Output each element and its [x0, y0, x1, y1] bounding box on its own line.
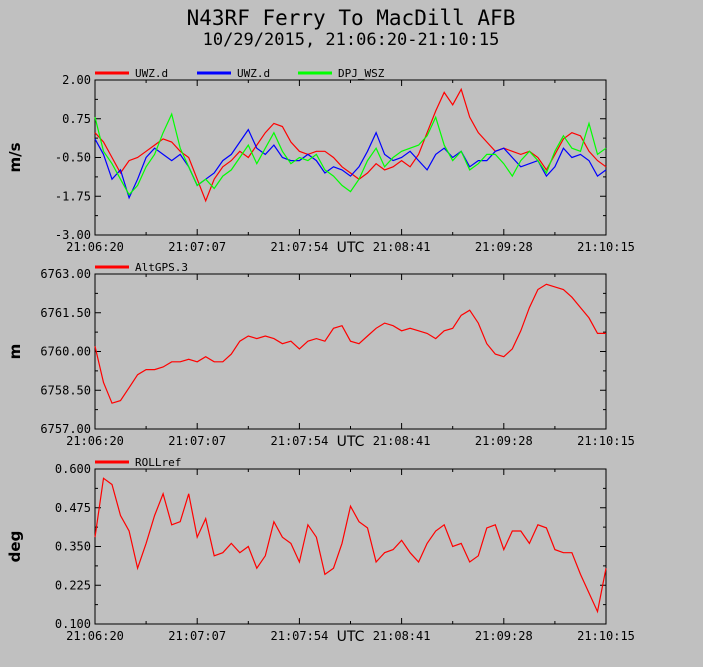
y-tick-label: 6763.00 — [40, 267, 91, 281]
plot-frame — [94, 79, 607, 236]
y-tick-label: 0.100 — [55, 617, 91, 631]
x-tick-label: 21:07:07 — [168, 629, 226, 643]
y-tick-label: -1.75 — [55, 189, 91, 203]
chart-subtitle: 10/29/2015, 21:06:20-21:10:15 — [203, 30, 500, 50]
chart-title: N43RF Ferry To MacDill AFB — [187, 6, 516, 30]
x-tick-label: 21:07:07 — [168, 240, 226, 254]
x-axis-label: UTC — [337, 434, 365, 450]
y-axis-label: m — [6, 344, 24, 360]
x-tick-label: 21:07:54 — [271, 240, 329, 254]
series-line — [94, 87, 607, 203]
x-tick-label: 21:10:15 — [577, 629, 635, 643]
y-tick-label: -0.50 — [55, 151, 91, 165]
y-tick-label: 0.350 — [55, 540, 91, 554]
legend-label: AltGPS.3 — [135, 261, 188, 274]
y-tick-label: 0.475 — [55, 501, 91, 515]
x-tick-label: 21:10:15 — [577, 434, 635, 448]
legend-label: DPJ_WSZ — [338, 67, 385, 80]
series-line — [94, 112, 607, 196]
x-tick-label: 21:09:28 — [475, 629, 533, 643]
series-line — [94, 477, 607, 614]
plot-frame — [94, 468, 607, 625]
legend-label: ROLLref — [135, 456, 181, 469]
y-tick-label: 6758.50 — [40, 383, 91, 397]
x-tick-label: 21:08:41 — [373, 434, 431, 448]
y-tick-label: 0.600 — [55, 462, 91, 476]
panel-2: 6763.00 6761.50 6760.00 6758.50 6757.0021:06… — [6, 261, 635, 450]
y-tick-label: 6757.00 — [40, 422, 91, 436]
y-tick-label: 2.00 — [62, 73, 91, 87]
legend-label: UWZ.d — [237, 67, 270, 80]
x-tick-label: 21:07:07 — [168, 434, 226, 448]
series-line — [94, 128, 607, 200]
series-line — [94, 283, 606, 404]
x-tick-label: 21:06:20 — [66, 240, 124, 254]
x-tick-label: 21:07:54 — [271, 629, 329, 643]
x-axis-label: UTC — [337, 240, 365, 256]
x-tick-label: 21:10:15 — [577, 240, 635, 254]
x-tick-label: 21:09:28 — [475, 434, 533, 448]
y-tick-label: -3.00 — [55, 228, 91, 242]
legend-label: UWZ.d — [135, 67, 168, 80]
x-tick-label: 21:09:28 — [475, 240, 533, 254]
plot-frame — [94, 273, 607, 430]
y-tick-label: 6761.50 — [40, 306, 91, 320]
y-tick-label: 6760.00 — [40, 345, 91, 359]
x-axis-label: UTC — [337, 629, 365, 645]
x-tick-label: 21:08:41 — [373, 240, 431, 254]
y-tick-label: 0.225 — [55, 578, 91, 592]
x-tick-label: 21:06:20 — [66, 434, 124, 448]
x-tick-label: 21:06:20 — [66, 629, 124, 643]
y-axis-label: m/s — [6, 142, 24, 172]
y-tick-label: 0.75 — [62, 112, 91, 126]
x-tick-label: 21:08:41 — [373, 629, 431, 643]
x-tick-label: 21:07:54 — [271, 434, 329, 448]
y-axis-label: deg — [6, 531, 24, 563]
